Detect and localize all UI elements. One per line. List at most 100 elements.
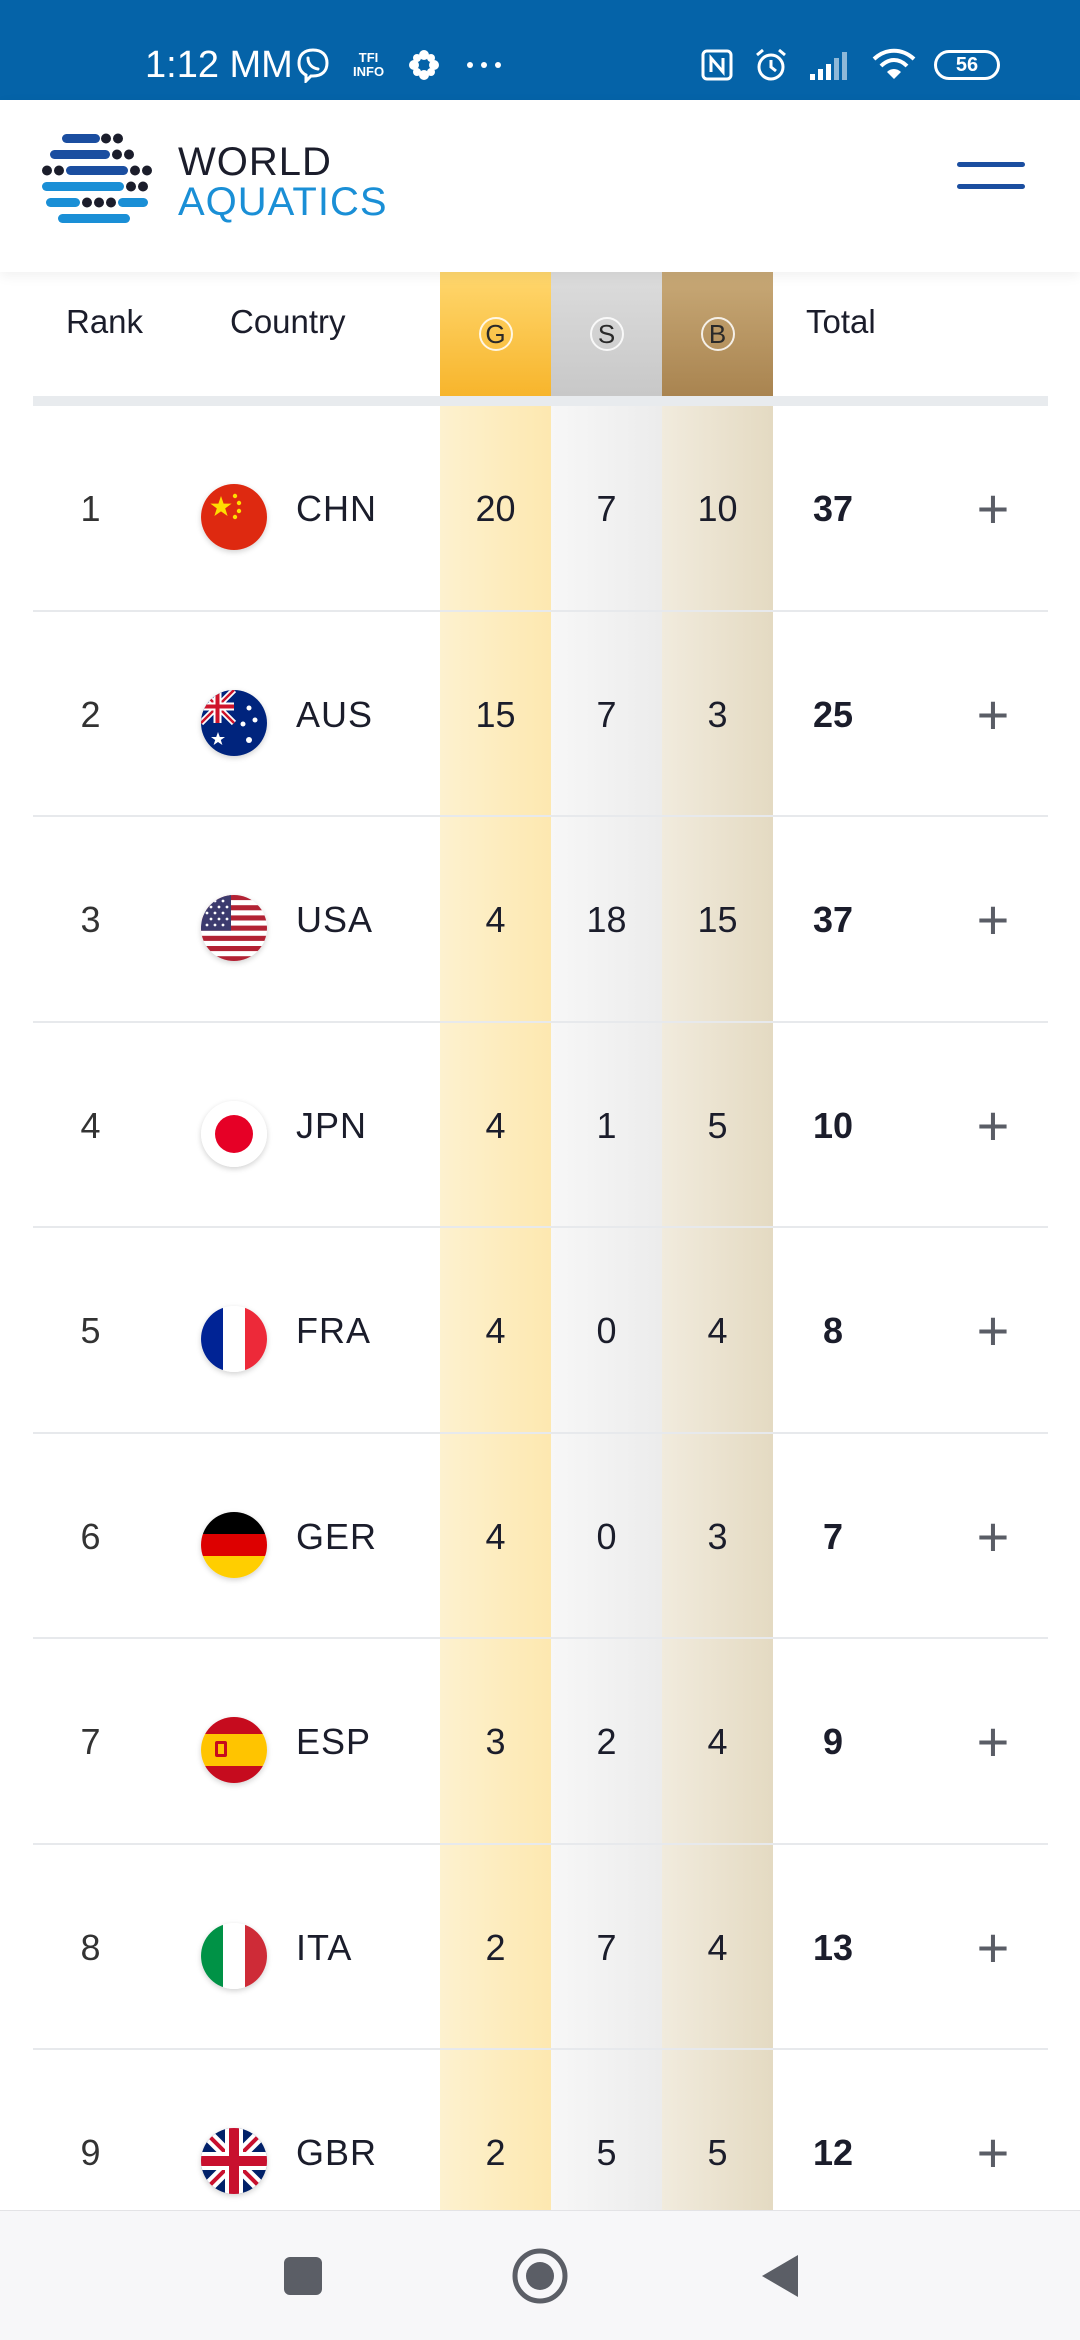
gold-count: 4: [485, 1515, 506, 1557]
brand-wordmark[interactable]: WORLD AQUATICS: [178, 142, 388, 222]
alarm-icon: [756, 48, 786, 81]
rank-cell: 7: [80, 1721, 101, 1762]
table-row[interactable]: 7 ESP 3 2 4 9 +: [33, 1639, 1048, 1845]
rank-cell: 5: [80, 1310, 101, 1351]
gold-count: 4: [485, 899, 506, 940]
bronze-column-header[interactable]: B: [662, 272, 773, 396]
country-code: CHN: [296, 488, 377, 529]
silver-column-band: S: [551, 272, 662, 2210]
status-left-icons: TFI INFO: [295, 40, 504, 90]
total-count: 13: [812, 1926, 854, 1968]
total-count: 25: [812, 693, 854, 735]
total-count: 8: [822, 1310, 844, 1351]
wifi-icon: [872, 48, 916, 79]
expand-plus-icon[interactable]: +: [976, 1299, 1010, 1362]
country-column-header[interactable]: Country: [230, 303, 346, 340]
total-count: 12: [812, 2132, 854, 2173]
table-row[interactable]: 6 GER 4 0 3 7 +: [33, 1434, 1048, 1639]
rank-column-header[interactable]: Rank: [66, 303, 144, 340]
bronze-count: 4: [707, 1926, 728, 1968]
france-flag-icon: [201, 1306, 267, 1372]
japan-flag-icon: [201, 1100, 267, 1167]
expand-plus-icon[interactable]: +: [976, 1504, 1010, 1568]
menu-bar: [957, 184, 1025, 189]
bronze-count: 3: [707, 693, 728, 735]
flower-icon: [409, 50, 440, 80]
silver-count: 1: [596, 1104, 617, 1146]
gold-count: 4: [485, 1104, 506, 1146]
country-code: JPN: [296, 1104, 368, 1146]
rank-cell: 4: [80, 1104, 101, 1146]
total-count: 9: [822, 1721, 844, 1762]
menu-bar: [957, 162, 1025, 167]
germany-flag-icon: [201, 1511, 267, 1578]
bronze-count: 5: [707, 2132, 728, 2173]
brand-line-2: AQUATICS: [178, 180, 388, 224]
world-aquatics-logo[interactable]: [40, 130, 155, 230]
table-row[interactable]: 2 AUS 15 7 3 25 +: [33, 612, 1048, 817]
rank-cell: 3: [80, 899, 101, 940]
australia-flag-icon: [201, 689, 267, 756]
total-count: 10: [812, 1104, 854, 1146]
home-icon[interactable]: [495, 2211, 585, 2340]
country-code: GER: [296, 1515, 378, 1557]
silver-count: 18: [586, 899, 627, 940]
table-row[interactable]: 3 USA 4 18 15 37 +: [33, 817, 1048, 1023]
gold-medal-icon: G: [478, 317, 513, 351]
tfi-info-icon: TFI INFO: [353, 50, 385, 79]
silver-column-header[interactable]: S: [551, 272, 662, 396]
total-count: 7: [822, 1515, 844, 1557]
bronze-count: 5: [707, 1104, 728, 1146]
expand-plus-icon[interactable]: +: [976, 2121, 1010, 2184]
bronze-medal-icon: B: [700, 317, 735, 351]
total-column-header[interactable]: Total: [806, 303, 876, 340]
signal-icon: [810, 52, 847, 80]
spain-flag-icon: [201, 1717, 267, 1783]
recent-apps-icon[interactable]: [258, 2211, 348, 2340]
table-row[interactable]: 8 ITA 2 7 4 13 +: [33, 1845, 1048, 2050]
table-row[interactable]: 4 JPN 4 1 5 10 +: [33, 1023, 1048, 1228]
bronze-count: 4: [707, 1310, 728, 1351]
expand-plus-icon[interactable]: +: [976, 682, 1010, 746]
back-icon[interactable]: [735, 2211, 825, 2340]
total-count: 37: [812, 488, 854, 529]
status-right-icons: 56: [700, 40, 1000, 90]
hamburger-icon[interactable]: [957, 162, 1025, 198]
country-code: AUS: [296, 693, 374, 735]
silver-medal-icon: S: [589, 317, 624, 351]
rank-cell: 9: [80, 2132, 101, 2173]
gold-count: 2: [485, 1926, 506, 1968]
app-header: WORLD AQUATICS: [0, 100, 1080, 272]
rank-cell: 2: [80, 693, 101, 735]
medal-table: G S B Rank Country Total 1 CHN 2 0 7: [33, 272, 1048, 2210]
expand-plus-icon[interactable]: +: [976, 1915, 1010, 1979]
country-code: ESP: [296, 1721, 372, 1762]
rank-cell: 6: [80, 1515, 101, 1557]
table-body: 1 CHN 20 7 10 37 + 2: [33, 406, 1048, 2210]
table-row[interactable]: 9 GBR 2 5 5 12 +: [33, 2050, 1048, 2210]
gold-column-band: G: [440, 272, 551, 2210]
table-header: Rank Country Total: [33, 272, 1048, 396]
silver-count: 7: [596, 693, 617, 735]
silver-count: 7: [596, 488, 617, 529]
expand-plus-icon[interactable]: +: [976, 888, 1010, 951]
bronze-count: 4: [707, 1721, 728, 1762]
viber-icon: [297, 48, 329, 83]
italy-flag-icon: [201, 1922, 267, 1989]
usa-flag-icon: [201, 895, 267, 961]
rank-cell: 8: [80, 1926, 101, 1968]
silver-count: 0: [596, 1310, 617, 1351]
table-row[interactable]: 5 FRA 4 0 4 8 +: [33, 1228, 1048, 1434]
expand-plus-icon[interactable]: +: [976, 1710, 1010, 1773]
expand-plus-icon[interactable]: +: [976, 1093, 1010, 1157]
brand-line-1: WORLD: [178, 140, 332, 184]
gold-column-header[interactable]: G: [440, 272, 551, 396]
silver-count: 7: [596, 1926, 617, 1968]
header-divider: [33, 396, 1048, 406]
status-bar: 1:12 MM TFI INFO 56: [0, 0, 1080, 100]
expand-plus-icon[interactable]: +: [976, 477, 1010, 540]
country-code: GBR: [296, 2132, 378, 2173]
gold-count: 4: [485, 1310, 506, 1351]
table-row[interactable]: 1 CHN 20 7 10 37 +: [33, 406, 1048, 612]
silver-count: 0: [596, 1515, 617, 1557]
